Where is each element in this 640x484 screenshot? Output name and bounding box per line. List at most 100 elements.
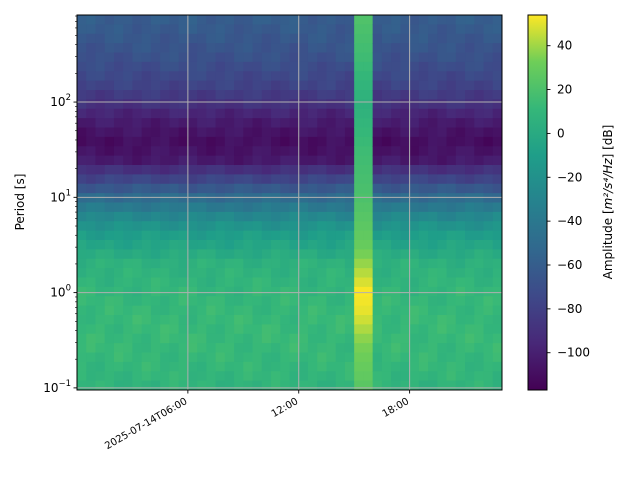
heatmap-cell [197,286,207,297]
heatmap-cell [104,286,115,297]
x-tick-label: 12:00 [270,396,300,420]
heatmap-cell [95,361,106,372]
heatmap-cell [354,174,365,185]
heatmap-cell [483,33,494,44]
heatmap-cell [409,240,420,250]
heatmap-cell [104,268,115,279]
heatmap-cell [418,296,429,307]
heatmap-cell [492,230,502,241]
heatmap-cell [335,127,346,138]
heatmap-cell [77,240,87,250]
heatmap-cell [261,52,272,63]
heatmap-cell [86,286,97,297]
heatmap-cell [465,33,475,44]
heatmap-cell [326,296,337,307]
heatmap-cell [178,296,189,307]
heatmap-cell [234,90,244,100]
heatmap-cell [178,193,189,204]
heatmap-cell [363,380,374,390]
heatmap-cell [298,268,309,279]
heatmap-cell [400,380,411,390]
heatmap-cell [391,277,401,288]
heatmap-cell [234,380,244,390]
heatmap-cell [160,268,170,279]
heatmap-cell [123,33,134,44]
heatmap-cell [86,90,97,100]
heatmap-cell [307,127,318,138]
heatmap-cell [113,146,124,157]
heatmap-cell [77,296,87,307]
heatmap-cell [132,286,143,297]
heatmap-cell [187,52,198,63]
heatmap-cell [354,296,365,307]
heatmap-cell [95,71,106,82]
heatmap-cell [206,71,217,82]
heatmap-cell [483,193,494,204]
heatmap-cell [437,193,448,204]
heatmap-cell [271,230,281,241]
heatmap-cell [363,333,374,344]
heatmap-cell [317,99,328,110]
heatmap-cell [132,99,143,110]
heatmap-cell [381,90,392,100]
heatmap-cell [224,43,235,54]
heatmap-cell [298,165,309,175]
heatmap-cell [363,33,374,44]
heatmap-cell [224,136,235,147]
heatmap-cell [298,90,309,100]
heatmap-cell [86,352,97,363]
heatmap-cell [160,24,170,35]
heatmap-cell [492,296,502,307]
heatmap-cell [455,277,466,288]
heatmap-cell [483,136,494,147]
heatmap-cell [400,277,411,288]
heatmap-cell [178,380,189,390]
heatmap-cell [150,324,161,335]
heatmap-cell [428,230,438,241]
heatmap-cell [141,305,152,316]
heatmap-cell [113,24,124,35]
heatmap-cell [437,155,448,166]
heatmap-cell [150,352,161,363]
heatmap-cell [455,99,466,110]
heatmap-cell [150,90,161,100]
heatmap-cell [150,24,161,35]
heatmap-cell [492,90,502,100]
heatmap-cell [178,52,189,63]
heatmap-cell [132,268,143,279]
heatmap-cell [252,71,263,82]
heatmap-cell [289,174,300,185]
heatmap-cell [178,230,189,241]
heatmap-cell [474,249,485,260]
heatmap-cell [446,240,457,250]
heatmap-cell [455,352,466,363]
heatmap-cell [243,202,254,213]
heatmap-cell [261,343,272,354]
heatmap-cell [261,230,272,241]
heatmap-cell [123,193,134,204]
heatmap-cell [77,61,87,72]
heatmap-cell [354,352,365,363]
heatmap-cell [150,221,161,232]
heatmap-cell [187,15,198,25]
heatmap-cell [409,268,420,279]
heatmap-cell [354,240,365,250]
heatmap-cell [271,296,281,307]
heatmap-cell [95,268,106,279]
heatmap-cell [132,193,143,204]
heatmap-cell [150,52,161,63]
heatmap-cell [113,343,124,354]
heatmap-cell [187,80,198,91]
x-axis: 2025-07-14T06:00 12:00 18:00 [103,390,411,452]
heatmap-cell [280,361,291,372]
heatmap-cell [178,90,189,100]
heatmap-cell [483,165,494,175]
heatmap-cell [428,305,438,316]
heatmap-cell [428,118,438,129]
heatmap-cell [86,333,97,344]
heatmap-cell [381,33,392,44]
heatmap-cell [354,268,365,279]
heatmap-cell [400,24,411,35]
heatmap-cell [77,333,87,344]
heatmap-cell [224,33,235,44]
